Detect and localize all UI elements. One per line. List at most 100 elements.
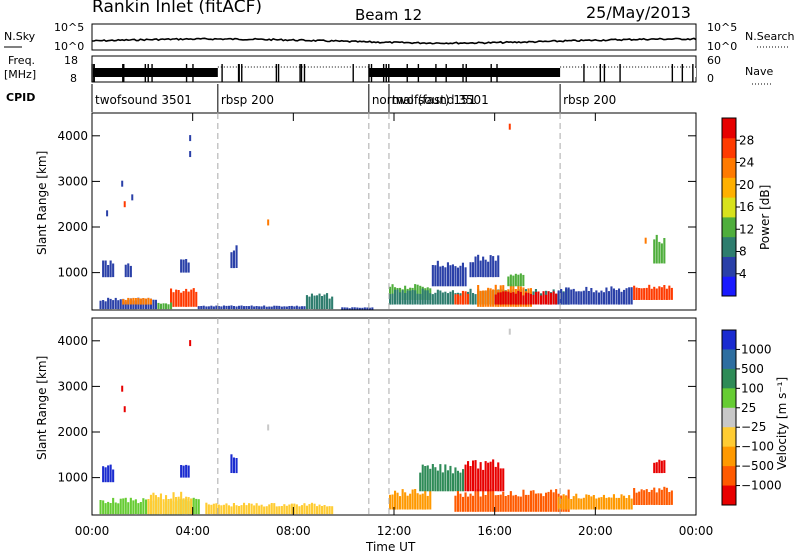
scatter-cell [195,291,198,307]
scatter-cell [439,464,442,492]
scatter-cell [479,290,482,307]
x-tick-label: 12:00 [377,524,412,538]
colorbar-tick-label: 100 [741,381,764,395]
scatter-cell [182,259,185,273]
scatter-cell [489,489,492,512]
scatter-cell [142,298,145,305]
scatter-cell [230,454,233,473]
colorbar-swatch [722,256,736,277]
scatter-cell [640,489,643,505]
scatter-cell [655,492,658,505]
scatter-cell [371,307,374,310]
scatter-cell [618,497,621,510]
scatter-cell [479,260,482,278]
scatter-cell [645,489,648,505]
scatter-cell [454,467,457,492]
colorbar-swatch [722,236,736,257]
scatter-cell [127,502,130,515]
scatter-cell [655,462,658,474]
scatter-cell [238,305,241,309]
scatter-cell [220,505,223,515]
scatter-cell [419,472,422,492]
colorbar-tick-label: 8 [739,245,747,259]
velocity-ylabel: Slant Range [km] [35,356,49,460]
scatter-cell [187,465,190,478]
scatter-cell [514,494,517,512]
colorbar-swatch [722,407,736,428]
scatter-cell [653,487,656,505]
scatter-cell [356,307,359,310]
scatter-cell [192,288,195,307]
scatter-cell [313,503,316,515]
nsky-tick-bottom: 10^0 [54,40,84,53]
scatter-cell [258,505,261,515]
scatter-cell [343,307,346,310]
scatter-cell [104,503,107,515]
scatter-cell [157,497,160,515]
scatter-cell [497,292,500,305]
scatter-cell [232,250,235,269]
colorbar-tick-label: 28 [739,133,754,147]
scatter-cell [185,464,188,478]
scatter-cell [555,489,558,512]
scatter-cell [275,506,278,515]
scatter-cell [285,505,288,515]
scatter-cell [456,491,459,512]
scatter-cell [670,490,673,505]
scatter-cell [114,297,117,309]
scatter-cell [142,498,145,515]
station-title: Rankin Inlet (fitACF) [92,0,262,17]
scatter-cell [361,307,364,310]
scatter-cell [492,490,495,512]
scatter-cell [419,293,422,305]
scatter-cell [472,262,475,278]
scatter-cell [159,493,162,515]
scatter-cell [499,494,502,512]
scatter-cell [446,293,449,305]
scatter-cell [534,493,537,512]
scatter-cell [328,506,331,515]
colorbar-swatch [722,427,736,448]
scatter-cell [207,306,210,310]
scatter-cell [235,458,238,474]
scatter-cell [134,499,137,514]
scatter-cell [167,304,170,310]
colorbar-swatch [722,197,736,218]
power-ylabel: Slant Range [km] [35,151,49,255]
scatter-cell [522,274,525,287]
scatter-cell [351,307,354,310]
scatter-cell [600,497,603,510]
scatter-cell [170,498,173,515]
scatter-cell [152,492,155,515]
cpid-segment-label: normal (fast) 151 [372,93,476,107]
scatter-cell [127,297,130,305]
scatter-cell [240,305,243,310]
scatter-cell [102,500,105,515]
scatter-cell [456,294,459,305]
scatter-cell [585,286,588,305]
scatter-cell [550,292,553,305]
scatter-cell [424,290,427,305]
scatter-cell [220,306,223,310]
scatter-cell [114,502,117,515]
scatter-cell [290,503,293,515]
scatter-cell [358,307,361,310]
scatter-cell [99,300,102,310]
scatter-cell [439,290,442,305]
scatter-cell [129,298,132,305]
scatter-cell [633,488,636,505]
scatter-cell [389,494,392,510]
scatter-speck [189,135,192,142]
scatter-cell [461,290,464,305]
scatter-cell [248,306,251,309]
freq-label: Freq. [8,54,35,67]
scatter-cell [132,500,135,515]
freq-tick-top: 18 [64,54,78,67]
scatter-cell [502,291,505,305]
scatter-speck [644,237,647,244]
scatter-cell [504,291,507,305]
scatter-cell [507,495,510,512]
scatter-speck [123,406,126,413]
scatter-cell [170,302,173,310]
scatter-cell [640,288,643,300]
